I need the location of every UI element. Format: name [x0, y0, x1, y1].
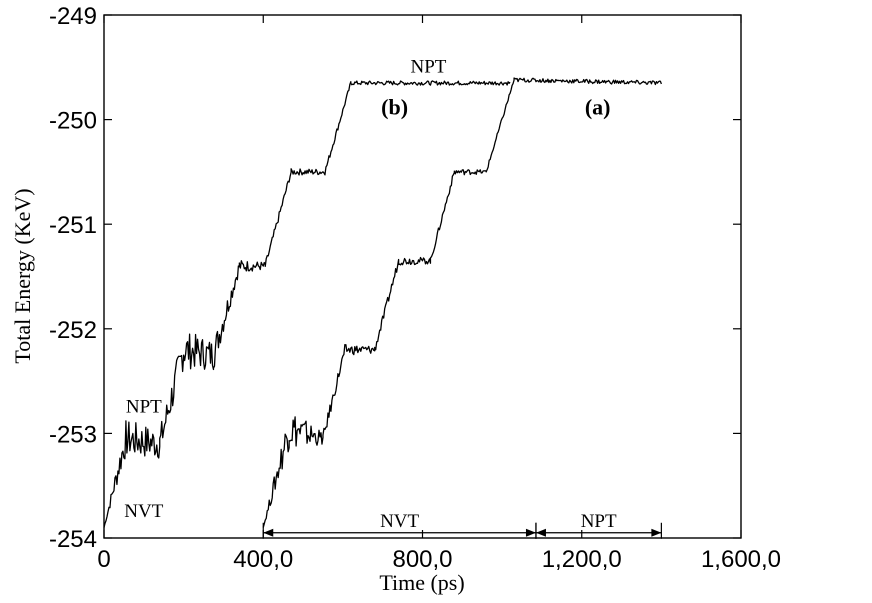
phase-range: NPT — [535, 511, 662, 539]
axis-ticks: 0 400,0 800,0 1,200,0 1,600,0 -254 -253 -252 -25… — [49, 3, 781, 573]
arrow-left-icon — [263, 528, 274, 537]
phase-range: NVT — [262, 511, 537, 539]
y-tick-label: -251 — [49, 212, 97, 239]
range-label: NVT — [380, 511, 419, 532]
annotation-label: NVT — [124, 501, 163, 522]
arrow-right-icon — [651, 528, 662, 537]
annotation-label: (b) — [381, 94, 408, 119]
annotation-label: NPT — [126, 396, 162, 417]
y-tick-label: -253 — [49, 421, 97, 448]
series-0 — [103, 80, 511, 528]
y-tick-label: -249 — [49, 3, 97, 30]
y-axis-title: Total Energy (KeV) — [10, 188, 35, 363]
series-line — [103, 80, 511, 528]
series-line — [262, 77, 662, 528]
x-tick-label: 1,200,0 — [542, 546, 622, 573]
arrow-right-icon — [525, 528, 536, 537]
y-tick-label: -250 — [49, 108, 97, 135]
x-tick-label: 0 — [97, 546, 110, 573]
range-label: NPT — [581, 511, 617, 532]
series-1 — [262, 77, 662, 528]
annotation-label: (a) — [585, 94, 611, 119]
x-tick-label: 800,0 — [392, 546, 452, 573]
plot-frame — [103, 14, 742, 539]
arrow-left-icon — [535, 528, 546, 537]
x-tick-label: 400,0 — [233, 546, 293, 573]
annotation-label: NPT — [411, 57, 447, 78]
y-tick-label: -254 — [49, 526, 97, 553]
x-tick-label: 1,600,0 — [701, 546, 781, 573]
data-series — [103, 77, 662, 528]
y-tick-label: -252 — [49, 317, 97, 344]
x-axis-title: Time (ps) — [379, 570, 464, 595]
